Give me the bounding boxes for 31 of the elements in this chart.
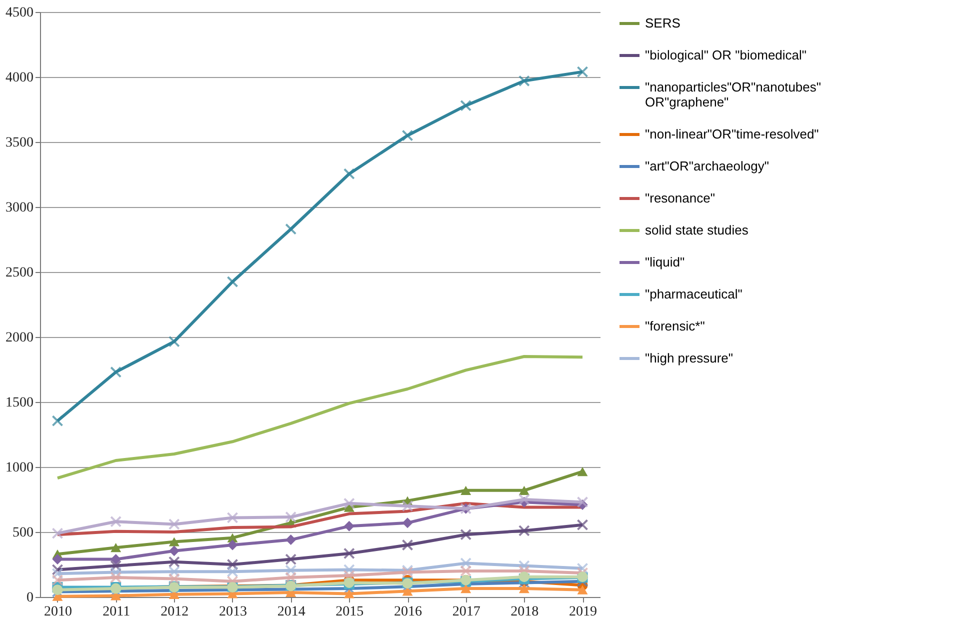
x-tick-label: 2013 <box>219 604 247 620</box>
y-tick-label: 4000 <box>6 70 34 86</box>
legend-label: SERS <box>645 16 681 30</box>
legend-label: "pharmaceutical" <box>645 286 743 302</box>
y-tick-label: 0 <box>26 590 34 606</box>
x-tick-label: 2017 <box>452 604 480 620</box>
legend-label: "non-linear"OR"time-resolved" <box>645 126 820 142</box>
y-tick-label: 1000 <box>6 460 34 476</box>
legend-label: "forensic*" <box>645 318 706 334</box>
legend-label: "high pressure" <box>645 350 734 366</box>
x-tick-label: 2012 <box>160 604 189 620</box>
legend-label: "art"OR"archaeology" <box>645 158 770 174</box>
y-tick-label: 2500 <box>6 266 34 280</box>
x-tick-label: 2018 <box>510 604 539 620</box>
legend-label: "resonance" <box>645 190 716 206</box>
y-tick-label: 2000 <box>6 330 34 346</box>
x-tick-label: 2010 <box>44 604 72 620</box>
x-tick-label: 2016 <box>394 604 422 620</box>
y-tick-label: 1500 <box>6 396 34 410</box>
legend-label: solid state studies <box>645 222 749 238</box>
y-tick-label: 3500 <box>6 136 34 150</box>
legend-label: "nanoparticles"OR"nanotubes" OR"graphene" <box>645 80 822 110</box>
legend-label: "biological" OR "biomedical" <box>645 48 807 62</box>
x-tick-label: 2019 <box>569 604 597 620</box>
y-tick-label: 500 <box>12 526 34 540</box>
x-tick-label: 2014 <box>277 604 306 620</box>
y-tick-label: 4500 <box>6 6 34 20</box>
y-tick-label: 3000 <box>6 200 34 216</box>
legend-label: "liquid" <box>645 254 685 270</box>
x-tick-label: 2015 <box>336 604 364 620</box>
x-tick-label: 2011 <box>102 604 130 620</box>
